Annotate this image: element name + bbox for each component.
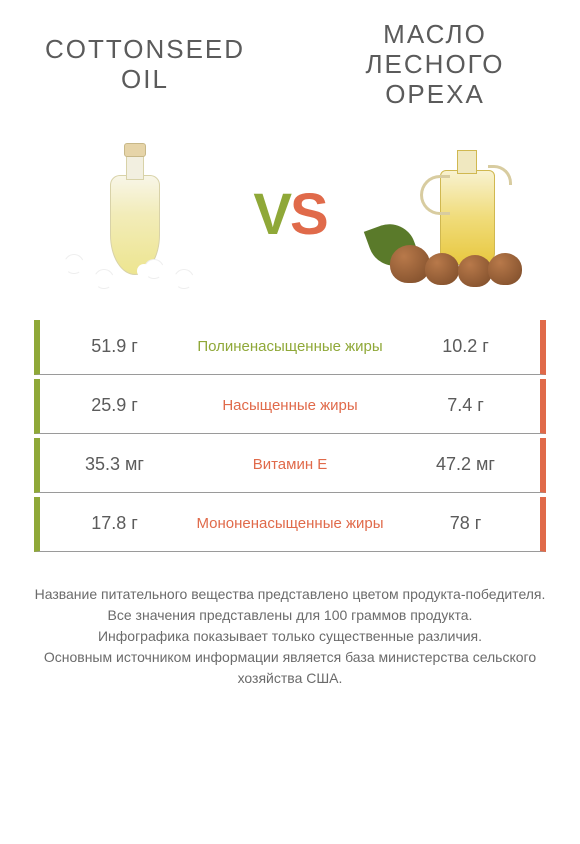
title-right: МАСЛО ЛЕСНОГО ОРЕХА [330,20,540,110]
table-row: 17.8 г Мононенасыщенные жиры 78 г [34,497,546,552]
value-right: 78 г [391,497,546,552]
value-right: 7.4 г [391,379,546,434]
value-left: 35.3 мг [34,438,189,493]
product-image-right [370,135,530,295]
value-right: 10.2 г [391,320,546,375]
vs-s: S [290,182,327,247]
cottonseed-oil-illustration [50,135,210,295]
vs-v: V [253,182,290,247]
title-left: COTTONSEED OIL [40,35,250,95]
table-row: 25.9 г Насыщенные жиры 7.4 г [34,379,546,434]
table-row: 51.9 г Полиненасыщенные жиры 10.2 г [34,320,546,375]
nutrient-label: Насыщенные жиры [189,379,391,434]
value-left: 51.9 г [34,320,189,375]
hazelnut-oil-illustration [370,135,530,295]
product-image-left [50,135,210,295]
footer-notes: Название питательного вещества представл… [0,556,580,689]
value-right: 47.2 мг [391,438,546,493]
footer-line: Инфографика показывает только существенн… [30,626,550,647]
images-row: VS [0,120,580,320]
table-row: 35.3 мг Витамин E 47.2 мг [34,438,546,493]
nutrient-label: Витамин E [189,438,391,493]
footer-line: Все значения представлены для 100 граммо… [30,605,550,626]
value-left: 25.9 г [34,379,189,434]
header: COTTONSEED OIL МАСЛО ЛЕСНОГО ОРЕХА [0,0,580,120]
nutrient-label: Полиненасыщенные жиры [189,320,391,375]
vs-label: VS [253,181,326,248]
footer-line: Основным источником информации является … [30,647,550,689]
value-left: 17.8 г [34,497,189,552]
comparison-table: 51.9 г Полиненасыщенные жиры 10.2 г 25.9… [0,320,580,552]
footer-line: Название питательного вещества представл… [30,584,550,605]
nutrient-label: Мононенасыщенные жиры [189,497,391,552]
